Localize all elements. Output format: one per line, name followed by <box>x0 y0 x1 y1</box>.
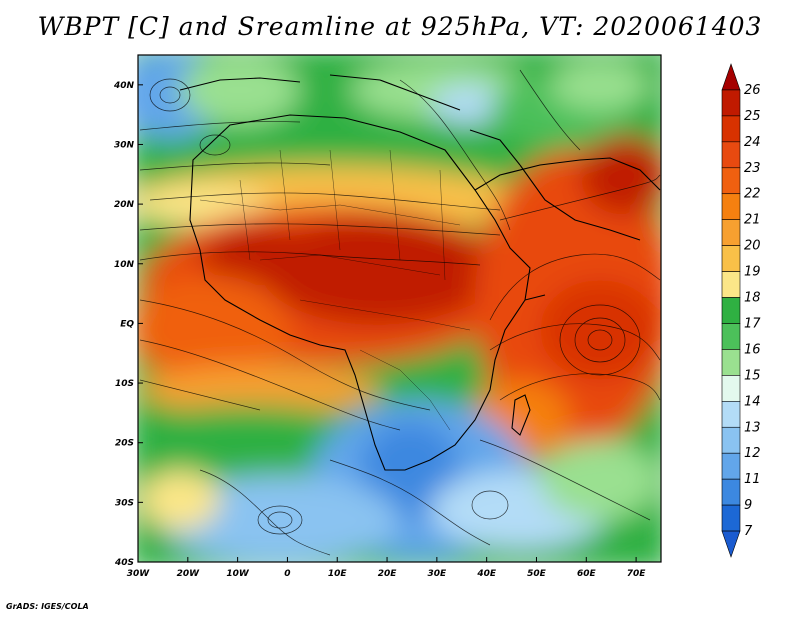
colorbar-swatch <box>721 167 741 195</box>
x-tick-label: 20E <box>378 569 398 579</box>
colorbar-label: 9 <box>744 498 752 513</box>
footer-credit: GrADS: IGES/COLA <box>6 602 89 611</box>
y-tick-label: EQ <box>120 319 134 329</box>
colorbar-label: 23 <box>744 161 761 176</box>
colorbar-swatch <box>721 426 741 454</box>
y-tick-label: 30S <box>115 498 134 508</box>
colorbar-swatch <box>721 245 741 272</box>
colorbar-swatch <box>721 63 741 91</box>
colorbar-label: 21 <box>744 213 761 228</box>
y-tick-label: 20S <box>115 439 134 449</box>
streamlines <box>139 69 661 556</box>
colorbar-swatch <box>721 193 741 220</box>
x-axis-tick-labels: 30W 20W 10W 0 10E 20E 30E 40E 50E 60E 70E <box>127 569 647 579</box>
colorbar: 26 25 24 23 22 21 20 19 18 17 16 15 14 13 12 11 9 7 <box>721 63 761 558</box>
country-borders <box>199 149 471 431</box>
colorbar-label: 26 <box>744 83 761 98</box>
plot-frame <box>137 54 662 563</box>
wbpt-field <box>138 55 661 562</box>
colorbar-swatch <box>721 271 741 298</box>
colorbar-swatch <box>721 297 741 324</box>
x-tick-label: 30W <box>127 569 151 579</box>
colorbar-swatch <box>721 375 741 402</box>
colorbar-swatch <box>721 401 741 428</box>
colorbar-label: 7 <box>744 524 753 539</box>
colorbar-label: 12 <box>744 446 761 461</box>
x-tick-label: 0 <box>284 569 290 579</box>
colorbar-swatch <box>721 141 741 169</box>
colorbar-label: 17 <box>744 316 761 331</box>
colorbar-label: 18 <box>744 291 761 306</box>
map-plot-area <box>138 55 661 562</box>
colorbar-label: 14 <box>744 394 761 409</box>
colorbar-label: 11 <box>744 472 761 487</box>
colorbar-swatch <box>721 115 741 143</box>
colorbar-swatch <box>721 219 741 246</box>
colorbar-swatch <box>721 478 741 506</box>
colorbar-label: 19 <box>744 265 761 280</box>
y-tick-label: 40S <box>114 558 134 568</box>
x-tick-label: 70E <box>627 569 647 579</box>
colorbar-swatch <box>721 349 741 376</box>
colorbar-swatch <box>721 452 741 480</box>
y-tick-label: 20N <box>114 200 135 210</box>
colorbar-swatch <box>721 530 741 558</box>
x-tick-label: 40E <box>476 569 497 579</box>
x-tick-label: 30E <box>428 569 448 579</box>
colorbar-label: 22 <box>744 187 761 202</box>
x-tick-label: 50E <box>527 569 547 579</box>
colorbar-swatch <box>721 504 741 532</box>
x-axis-ticks <box>138 557 637 562</box>
colorbar-label: 15 <box>744 368 761 383</box>
map-title: WBPT [C] and Sreamline at 925hPa, VT: 20… <box>37 12 763 41</box>
colorbar-label: 24 <box>744 135 761 150</box>
x-tick-label: 10W <box>226 569 250 579</box>
colorbar-label: 13 <box>744 420 761 435</box>
colorbar-swatch <box>721 89 741 117</box>
colorbar-label: 16 <box>744 342 761 357</box>
y-tick-label: 40N <box>113 81 135 91</box>
colorbar-label: 25 <box>744 109 761 124</box>
y-tick-label: 10N <box>114 260 135 270</box>
x-tick-label: 60E <box>577 569 597 579</box>
x-tick-label: 10E <box>328 569 348 579</box>
x-tick-label: 20W <box>177 569 201 579</box>
y-axis-ticks <box>138 84 143 562</box>
y-tick-label: 10S <box>115 379 134 389</box>
colorbar-label: 20 <box>744 239 761 254</box>
y-axis-tick-labels: 40N 30N 20N 10N EQ 10S 20S 30S 40S <box>113 81 135 568</box>
coastlines <box>179 74 661 471</box>
y-tick-label: 30N <box>114 140 135 150</box>
colorbar-swatch <box>721 323 741 350</box>
